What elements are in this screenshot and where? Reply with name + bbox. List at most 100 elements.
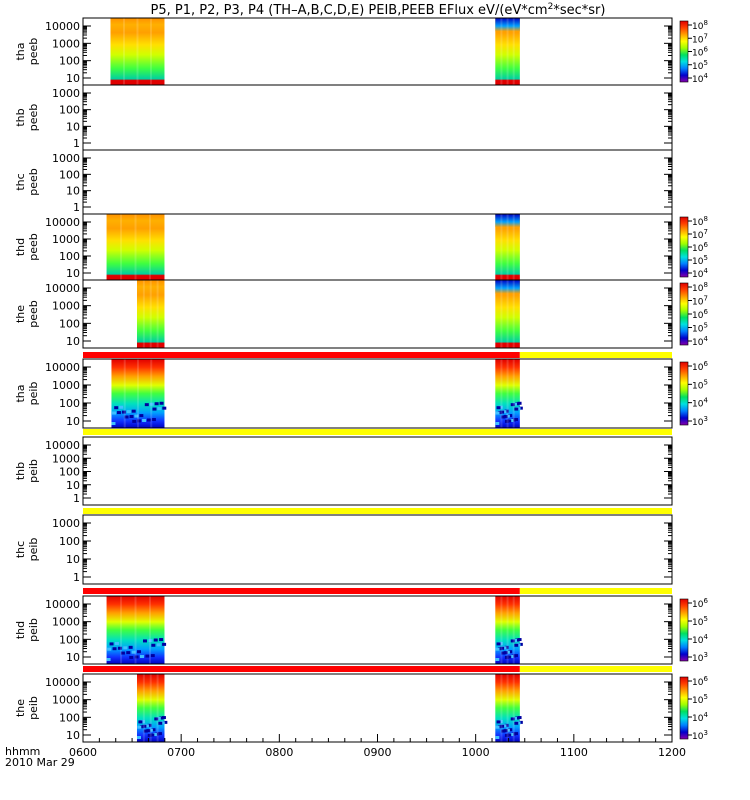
panel-thd-peib: 10000 1000 100 10 thd peib 106 105 104 103 bbox=[14, 595, 708, 665]
spectrogram-segment bbox=[110, 18, 165, 85]
probe-label: the bbox=[14, 305, 27, 323]
spectrogram-segment bbox=[111, 359, 167, 428]
y-tick-label: 100 bbox=[59, 55, 80, 68]
probe-label: the bbox=[14, 699, 27, 717]
panel-frame bbox=[82, 358, 673, 429]
colorbar-tick-label: 104 bbox=[692, 335, 708, 348]
spectrogram-segment bbox=[495, 214, 520, 280]
panel-frame bbox=[82, 514, 673, 585]
colorbar-tick-label: 108 bbox=[692, 19, 708, 32]
colorbar-tick-label: 106 bbox=[692, 597, 708, 610]
y-tick-label: 10 bbox=[66, 729, 80, 742]
x-tick-label: 1100 bbox=[560, 746, 588, 759]
colorbar-tick-label: 104 bbox=[692, 397, 708, 410]
product-label: peib bbox=[27, 696, 40, 720]
y-tick-label: 10000 bbox=[45, 216, 80, 229]
panel-thc-peeb: 1000 100 10 1 thc peeb bbox=[14, 149, 673, 215]
colorbar-tick-label: 105 bbox=[692, 378, 708, 391]
y-tick-label: 10 bbox=[66, 651, 80, 664]
spectrogram-segment bbox=[106, 596, 167, 664]
spectrogram-segment bbox=[106, 214, 165, 280]
y-tick-label: 100 bbox=[59, 466, 80, 479]
colorbar-tick-label: 107 bbox=[692, 32, 708, 45]
panel-frame bbox=[82, 213, 673, 281]
probe-label: thd bbox=[14, 238, 27, 256]
colorbar-tick-label: 104 bbox=[692, 711, 708, 724]
panel-frame bbox=[82, 17, 673, 86]
colorbar-tick-label: 103 bbox=[692, 415, 708, 428]
y-tick-label: 1000 bbox=[52, 300, 80, 313]
x-tick-label: 1000 bbox=[462, 746, 490, 759]
y-tick-label: 10 bbox=[66, 553, 80, 566]
product-label: peeb bbox=[27, 233, 40, 261]
y-tick-label: 10000 bbox=[45, 282, 80, 295]
spectrogram-segment bbox=[495, 596, 523, 664]
y-tick-label: 1000 bbox=[52, 379, 80, 392]
spectrogram-segment bbox=[136, 674, 168, 742]
y-tick-label: 1000 bbox=[52, 616, 80, 629]
product-label: peeb bbox=[27, 38, 40, 66]
y-tick-label: 100 bbox=[59, 104, 80, 117]
colorbar-tick-label: 103 bbox=[692, 729, 708, 742]
y-tick-label: 100 bbox=[59, 250, 80, 263]
colorbar-tick-label: 104 bbox=[692, 633, 708, 646]
colorbar-tick-label: 107 bbox=[692, 228, 708, 241]
y-tick-label: 10 bbox=[66, 72, 80, 85]
colorbar-tick-label: 106 bbox=[692, 241, 708, 254]
x-tick-label: 1200 bbox=[658, 746, 686, 759]
colorbar: 106 105 104 103 bbox=[679, 597, 708, 664]
probe-label: tha bbox=[14, 384, 27, 402]
mode-bar bbox=[83, 588, 672, 594]
panel-tha-peib: 10000 1000 100 10 tha peib 106 105 104 103 bbox=[14, 358, 708, 429]
y-tick-label: 100 bbox=[59, 168, 80, 181]
y-tick-label: 1000 bbox=[52, 517, 80, 530]
mode-bars bbox=[83, 352, 672, 672]
y-tick-label: 1000 bbox=[52, 452, 80, 465]
colorbar: 106 105 104 103 bbox=[679, 675, 708, 742]
spectrogram-segment bbox=[495, 674, 523, 742]
y-tick-label: 100 bbox=[59, 711, 80, 724]
probe-label: thb bbox=[14, 462, 27, 480]
y-tick-label: 1000 bbox=[52, 233, 80, 246]
colorbar-tick-label: 104 bbox=[692, 267, 708, 280]
probe-label: thb bbox=[14, 108, 27, 126]
chart-title: P5, P1, P2, P3, P4 (TH–A,B,C,D,E) PEIB,P… bbox=[151, 2, 606, 18]
y-tick-label: 1 bbox=[73, 137, 80, 150]
panel-frame bbox=[82, 84, 673, 151]
probe-label: thd bbox=[14, 621, 27, 639]
colorbar-tick-label: 105 bbox=[692, 615, 708, 628]
panel-thb-peeb: 1000 100 10 1 thb peeb bbox=[14, 84, 673, 151]
colorbar-tick-label: 105 bbox=[692, 322, 708, 335]
y-tick-label: 10 bbox=[66, 267, 80, 280]
colorbar-tick-label: 106 bbox=[692, 675, 708, 688]
product-label: peib bbox=[27, 459, 40, 483]
y-tick-label: 10 bbox=[66, 479, 80, 492]
probe-label: tha bbox=[14, 42, 27, 60]
y-tick-label: 100 bbox=[59, 535, 80, 548]
mode-bar bbox=[83, 352, 672, 358]
date-label: 2010 Mar 29 bbox=[5, 756, 75, 769]
y-tick-label: 100 bbox=[59, 633, 80, 646]
mode-bar bbox=[83, 508, 672, 514]
mode-bar bbox=[83, 429, 672, 435]
spectrogram-segment bbox=[495, 18, 520, 85]
panel-the-peib: 10000 1000 100 10 the peib 106 105 104 103 bbox=[14, 673, 708, 743]
y-tick-label: 100 bbox=[59, 317, 80, 330]
panel-frame bbox=[82, 149, 673, 215]
y-tick-label: 10 bbox=[66, 120, 80, 133]
y-tick-label: 1000 bbox=[52, 152, 80, 165]
panel-frame bbox=[82, 595, 673, 665]
y-tick-label: 100 bbox=[59, 397, 80, 410]
probe-label: thc bbox=[14, 173, 27, 190]
x-axis-label: hhmm bbox=[5, 745, 40, 758]
y-tick-label: 1 bbox=[73, 492, 80, 505]
x-tick-label: 0800 bbox=[265, 746, 293, 759]
colorbar-tick-label: 105 bbox=[692, 59, 708, 72]
y-tick-label: 10000 bbox=[45, 20, 80, 33]
colorbar-tick-label: 104 bbox=[692, 72, 708, 85]
